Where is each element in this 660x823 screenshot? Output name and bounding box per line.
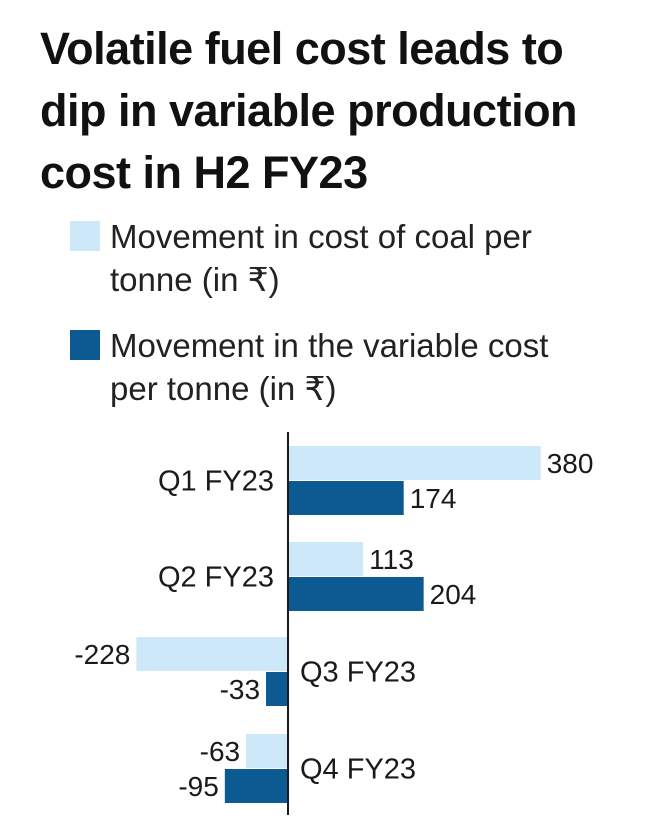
category-label: Q3 FY23 (300, 657, 416, 689)
bar-coal-q3-fy23 (136, 637, 288, 671)
data-label: -33 (220, 674, 260, 705)
bar-coal-q1-fy23 (288, 446, 541, 480)
data-label: -95 (178, 771, 218, 802)
legend-swatch-variable (70, 330, 100, 360)
bar-variable-q1-fy23 (288, 481, 404, 515)
data-label: 204 (430, 579, 477, 610)
data-label: -63 (200, 736, 240, 767)
category-label: Q2 FY23 (158, 562, 274, 594)
bar-coal-q2-fy23 (288, 542, 364, 576)
legend-swatch-coal (70, 221, 100, 251)
bar-variable-q3-fy23 (266, 672, 288, 706)
bar-coal-q4-fy23 (246, 734, 288, 768)
data-label: 113 (369, 544, 414, 575)
legend-label-coal: Movement in cost of coal per tonne (in ₹… (110, 218, 532, 298)
legend-item-variable: Movement in the variable cost per tonne … (70, 324, 580, 410)
data-label: -228 (74, 639, 130, 670)
data-label: 174 (410, 483, 457, 514)
chart-title: Volatile fuel cost leads to dip in varia… (40, 23, 578, 198)
bar-variable-q4-fy23 (224, 769, 288, 803)
bar-variable-q2-fy23 (288, 577, 424, 611)
data-label: 380 (547, 448, 594, 479)
legend-item-coal: Movement in cost of coal per tonne (in ₹… (70, 215, 580, 301)
category-label: Q1 FY23 (158, 466, 274, 498)
legend-label-variable: Movement in the variable cost per tonne … (110, 327, 549, 407)
category-label: Q4 FY23 (300, 754, 416, 786)
